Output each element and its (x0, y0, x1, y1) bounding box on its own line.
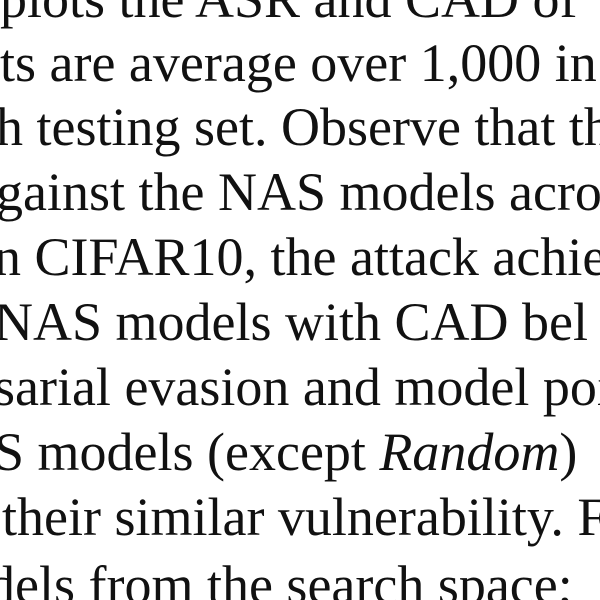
text-line: gainst the NAS models acros (0, 162, 600, 222)
text-line: NAS models with CAD bel (0, 292, 588, 352)
text-span: ) (559, 422, 578, 482)
italic-term-random: Random (379, 422, 560, 482)
text-line: their similar vulnerability. F (2, 487, 600, 547)
text-line: n CIFAR10, the attack achie (0, 227, 600, 287)
text-line: dels from the search space; (0, 555, 573, 600)
text-line: S models (except Random) (0, 425, 577, 479)
text-line: plots the ASR and CAD of (0, 0, 578, 26)
text-line: h testing set. Observe that th (0, 97, 600, 157)
text-line: sarial evasion and model poi (0, 357, 600, 417)
text-line: ts are average over 1,000 in (0, 33, 597, 93)
text-span: S models (except (0, 422, 380, 482)
